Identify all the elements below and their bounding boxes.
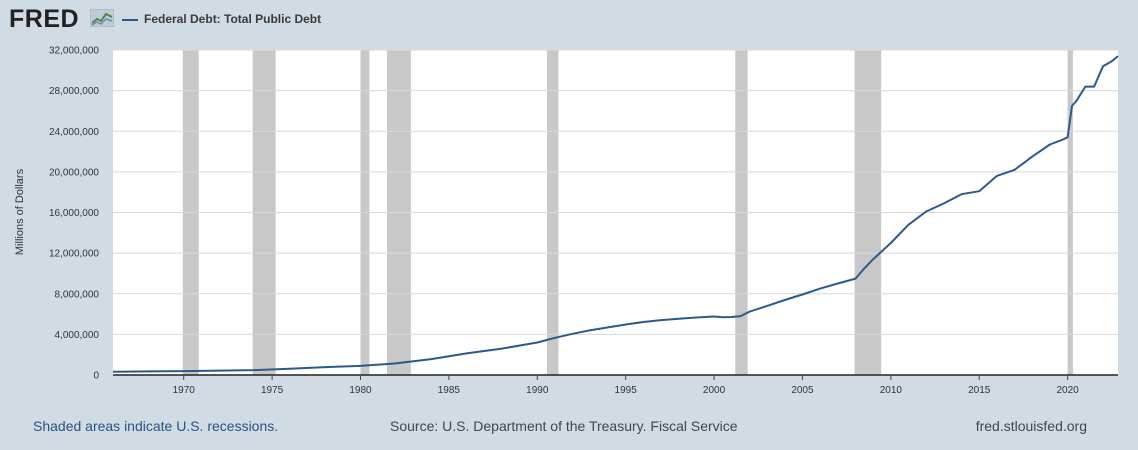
chart: 0 4,000,000 8,000,000 12,000,000 16,000,000 2…: [49, 46, 1119, 396]
site-link[interactable]: fred.stlouisfed.org: [975, 418, 1087, 434]
grid-lines: [113, 49, 1118, 335]
y-tick-label-0: 0: [93, 371, 99, 382]
y-tick-label-7: 28,000,000: [49, 86, 99, 97]
x-tick-label-2020: 2020: [1056, 385, 1079, 396]
header: FRED Federal Debt: Total Public Debt: [0, 0, 1138, 40]
fred-logo-graph-icon: [90, 9, 114, 27]
x-tick-label-1970: 1970: [173, 385, 196, 396]
legend-line-swatch: [122, 19, 138, 21]
y-tick-labels: 0 4,000,000 8,000,000 12,000,000 16,000,000 2…: [49, 46, 100, 382]
x-tick-label-2005: 2005: [791, 385, 814, 396]
series-lines: [112, 55, 1119, 373]
series-line-1: [112, 55, 1119, 373]
x-tick-label-2010: 2010: [880, 385, 903, 396]
legend-series-label: Federal Debt: Total Public Debt: [144, 12, 322, 26]
fred-logo[interactable]: FRED: [9, 5, 80, 33]
y-tick-label-5: 20,000,000: [49, 167, 99, 178]
x-tick-label-1995: 1995: [615, 385, 638, 396]
y-tick-label-1: 4,000,000: [55, 330, 100, 341]
x-tick-label-1985: 1985: [438, 385, 461, 396]
x-tick-label-1980: 1980: [349, 385, 372, 396]
x-tick-label-2015: 2015: [968, 385, 991, 396]
y-tick-label-3: 12,000,000: [49, 249, 99, 260]
y-tick-label-6: 24,000,000: [49, 127, 99, 138]
y-tick-label-2: 8,000,000: [55, 289, 100, 300]
source-text: Source: U.S. Department of the Treasury.…: [390, 418, 738, 434]
x-tick-labels: 1970 1975 1980 1985 1990 1995 2000 2005 2010 2015…: [173, 385, 1080, 396]
x-tick-label-2000: 2000: [703, 385, 726, 396]
recession-note[interactable]: Shaded areas indicate U.S. recessions.: [33, 418, 279, 434]
x-tick-label-1990: 1990: [526, 385, 549, 396]
axes: [113, 374, 1118, 380]
y-tick-label-8: 32,000,000: [49, 46, 99, 57]
y-tick-label-4: 16,000,000: [49, 208, 99, 219]
x-tick-label-1975: 1975: [261, 385, 284, 396]
